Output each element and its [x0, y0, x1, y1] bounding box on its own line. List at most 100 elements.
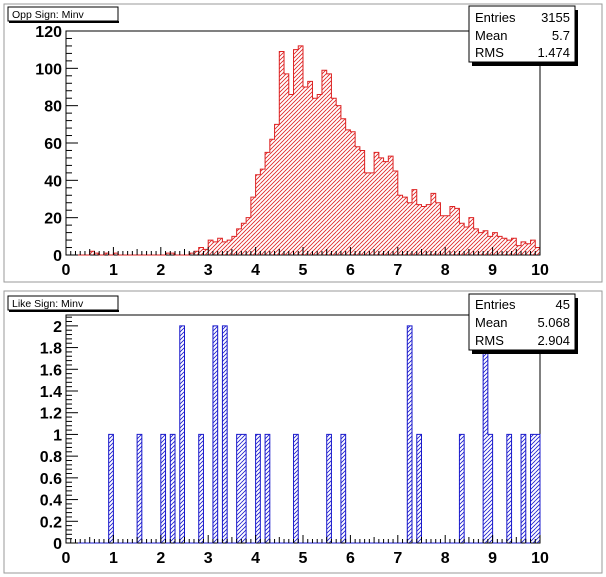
- stats-box-frame: [468, 5, 576, 63]
- x-tick-label: 9: [488, 550, 497, 567]
- histogram-bin: [483, 230, 488, 255]
- y-tick-label: 80: [44, 99, 62, 116]
- y-tick-label: 0.6: [40, 471, 62, 488]
- x-tick-label: 8: [441, 550, 450, 567]
- stats-box: Entries 45 Mean 5.068 RMS 2.904: [468, 293, 578, 354]
- histogram-bin: [284, 73, 289, 255]
- histogram-bin: [326, 434, 332, 543]
- y-tick-label: 100: [35, 61, 62, 78]
- x-tick-label: 9: [488, 262, 497, 279]
- histogram-bin: [530, 240, 536, 255]
- histogram-bin: [535, 247, 540, 255]
- histogram-bin: [241, 223, 247, 255]
- x-tick-label: 10: [531, 550, 549, 567]
- histogram-bin: [388, 156, 394, 255]
- histogram-bin: [355, 146, 360, 255]
- histogram-bin: [487, 236, 493, 255]
- histogram-bin: [435, 202, 441, 255]
- histogram-bin: [350, 131, 356, 255]
- histogram-bin: [502, 238, 507, 255]
- y-tick-label: 2: [53, 319, 62, 336]
- histogram-bin: [231, 236, 237, 255]
- histogram-bin: [359, 150, 365, 255]
- histogram-bin: [487, 434, 493, 543]
- title-box-shadow: [9, 21, 119, 23]
- histogram-bin: [265, 434, 270, 543]
- stats-box-frame: [468, 293, 576, 351]
- y-tick-label: 1.2: [40, 406, 62, 423]
- histogram-bin: [108, 434, 114, 543]
- histogram-title: Opp Sign: Minv: [12, 9, 85, 21]
- histogram-bin: [407, 325, 413, 543]
- histogram-bin: [265, 152, 270, 255]
- x-tick-label: 10: [531, 262, 549, 279]
- histogram-bin: [397, 195, 403, 255]
- histogram-bin: [241, 434, 247, 543]
- histogram-bin: [407, 202, 413, 255]
- histogram-bin: [89, 251, 95, 255]
- pad-like-sign: 0 1 2 3 4 5 6 7 8 9 1000.20.40.60.811.21.41.61.82 …: [3, 290, 603, 574]
- histogram-bin: [94, 253, 100, 255]
- histogram-bin: [279, 51, 285, 256]
- x-tick-label: 8: [441, 262, 450, 279]
- histogram-bin: [317, 94, 322, 255]
- stats-rms-label: RMS: [475, 45, 504, 60]
- histogram-bin: [516, 245, 522, 255]
- histogram-bin: [464, 227, 469, 255]
- stats-box: Entries 3155 Mean 5.7 RMS 1.474: [468, 5, 578, 66]
- histogram-bin: [222, 241, 228, 255]
- histogram-bin: [506, 240, 512, 255]
- histogram-bin: [530, 434, 536, 543]
- stats-entries-label: Entries: [475, 10, 516, 25]
- histogram-outline: [66, 45, 541, 256]
- histogram-bin: [255, 434, 261, 543]
- x-tick-label: 3: [204, 550, 213, 567]
- histogram-bin: [170, 434, 176, 543]
- histogram-bin: [260, 169, 266, 255]
- histogram-bin: [449, 206, 455, 255]
- histogram-bin: [459, 434, 465, 543]
- stats-mean-value: 5.7: [552, 28, 570, 43]
- y-tick-label: 0.4: [40, 493, 62, 510]
- y-tick-label: 1: [53, 427, 62, 444]
- histogram-bin: [340, 118, 346, 255]
- y-tick-label: 20: [44, 211, 62, 228]
- histogram-bin: [321, 70, 327, 255]
- stats-mean-label: Mean: [475, 28, 508, 43]
- histogram-bin: [189, 253, 194, 255]
- y-tick-label: 60: [44, 136, 62, 153]
- histogram-bin: [506, 434, 512, 543]
- x-tick-label: 5: [299, 262, 308, 279]
- x-tick-label: 5: [299, 550, 308, 567]
- x-tick-label: 4: [251, 550, 260, 567]
- y-tick-label: 1.6: [40, 362, 62, 379]
- x-tick-label: 2: [156, 262, 165, 279]
- histogram-bin: [412, 189, 417, 255]
- y-tick-label: 1.4: [40, 384, 62, 401]
- histogram-bin: [269, 139, 275, 255]
- histogram-bin: [393, 171, 398, 255]
- histogram-bin: [165, 253, 171, 255]
- y-tick-label: 0.2: [40, 514, 62, 531]
- histogram-bin: [170, 253, 176, 255]
- histogram-bin: [478, 232, 484, 255]
- histogram-bin: [212, 325, 218, 543]
- histogram-bin: [212, 241, 218, 255]
- histogram-bin: [416, 434, 422, 543]
- stats-mean-value: 5.068: [537, 315, 570, 330]
- x-tick-label: 7: [393, 550, 402, 567]
- histogram-bin: [525, 243, 531, 255]
- histogram-bin: [288, 94, 294, 255]
- histogram-bin: [426, 204, 431, 255]
- stats-rms-label: RMS: [475, 333, 504, 348]
- title-box-shadow: [9, 310, 119, 312]
- stats-mean-label: Mean: [475, 315, 508, 330]
- histogram-bin: [336, 105, 341, 256]
- histogram-bin: [383, 161, 389, 255]
- histogram-bin: [369, 172, 375, 255]
- histogram-bin: [521, 434, 526, 543]
- histogram-bin: [103, 253, 109, 255]
- stats-entries-label: Entries: [475, 297, 516, 312]
